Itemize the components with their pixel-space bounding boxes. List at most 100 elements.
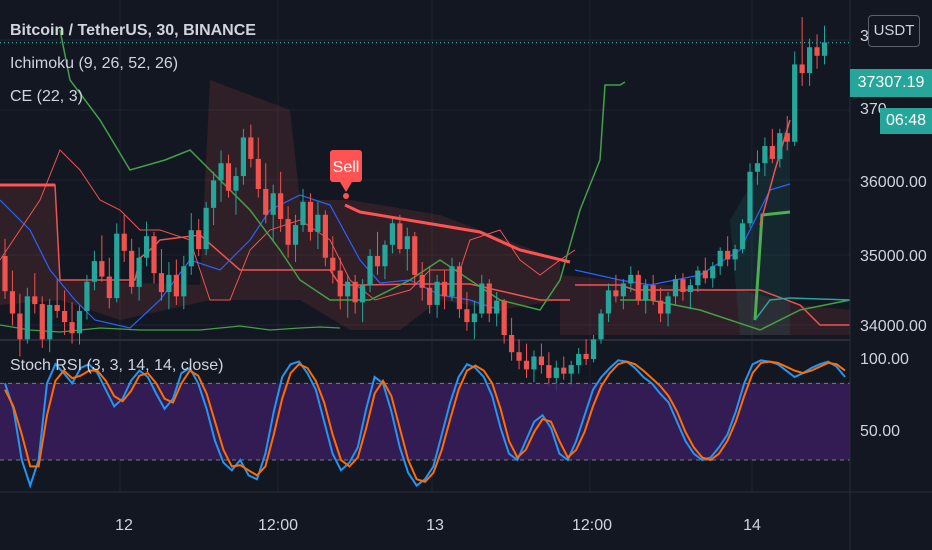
candle-body — [561, 367, 567, 374]
candle-body — [486, 283, 492, 314]
candle-body — [464, 309, 470, 323]
candle-body — [434, 281, 440, 305]
candle-body — [121, 233, 127, 251]
sell-signal-dot — [343, 193, 349, 199]
candle-body — [404, 236, 410, 250]
candle-body — [769, 146, 775, 159]
candle-body — [300, 201, 306, 226]
candle-body — [553, 367, 559, 378]
candle-body — [687, 285, 693, 293]
candle-body — [821, 42, 828, 56]
candle-body — [635, 274, 641, 301]
candle-body — [278, 193, 284, 220]
sell-signal-box — [330, 150, 362, 182]
candle-body — [292, 225, 299, 245]
candle-body — [494, 300, 500, 314]
candle-body — [196, 230, 202, 250]
candle-body — [345, 281, 351, 297]
candle-body — [47, 304, 53, 340]
candle-body — [427, 287, 433, 305]
candle-body — [330, 257, 336, 271]
candle-body — [389, 223, 395, 245]
stoch-d-line — [4, 360, 846, 483]
time-tick-label: 12:00 — [572, 517, 612, 534]
candle-body — [799, 64, 805, 74]
candle-body — [62, 310, 68, 323]
candle-body — [233, 176, 239, 191]
candle-body — [568, 365, 574, 374]
candle-body — [270, 193, 276, 215]
candle-body — [620, 283, 626, 297]
candle-body — [255, 158, 261, 189]
stoch-tick-label: 100.00 — [860, 351, 909, 368]
candle-body — [173, 274, 179, 297]
candle-body — [360, 285, 366, 303]
candle-body — [39, 304, 45, 340]
candle-body — [211, 180, 217, 208]
candle-body — [419, 274, 425, 288]
candle-body — [628, 274, 634, 284]
candle-body — [285, 219, 291, 245]
sell-signal-pointer — [340, 182, 352, 192]
senkou-a-right — [754, 297, 851, 321]
candle-body — [136, 257, 142, 287]
candle-body — [605, 290, 612, 314]
candle-body — [374, 255, 381, 267]
candle-body — [590, 339, 597, 360]
stoch-rsi-pane — [0, 359, 850, 489]
sell-signal: Sell — [330, 150, 362, 199]
candle-body — [762, 146, 768, 164]
candle-body — [32, 296, 38, 305]
ichimoku-legend[interactable]: Ichimoku (9, 26, 52, 26) — [10, 55, 179, 72]
candle-body — [471, 313, 477, 323]
candle-body — [643, 285, 649, 301]
stoch-rsi-legend[interactable]: Stoch RSI (3, 3, 14, 14, close) — [10, 357, 224, 374]
candle-body — [24, 296, 30, 340]
candle-body — [583, 353, 589, 360]
candle-body — [710, 266, 716, 279]
candle-body — [114, 233, 120, 299]
ce-short-2 — [344, 203, 571, 264]
candle-body — [397, 223, 403, 250]
candle-body — [315, 214, 321, 232]
candle-body — [91, 261, 97, 282]
candle-body — [665, 296, 671, 314]
candle-body — [807, 47, 813, 74]
candle-body — [188, 230, 194, 267]
countdown-tag: 06:48 — [880, 108, 932, 134]
candle-body — [777, 133, 783, 159]
cloud-bearish-right — [560, 275, 850, 335]
candle-body — [218, 163, 224, 181]
ichimoku-cloud — [0, 80, 850, 335]
candle-body — [516, 352, 522, 361]
candle-body — [702, 270, 708, 279]
candle-body — [240, 137, 246, 177]
candle-body — [784, 133, 790, 142]
candle-body — [672, 279, 679, 297]
candle-body — [650, 285, 656, 301]
candlestick-series — [0, 17, 850, 391]
ce-legend[interactable]: CE (22, 3) — [10, 88, 83, 105]
symbol-title[interactable]: Bitcoin / TetherUS, 30, BINANCE — [10, 22, 256, 39]
candle-body — [248, 137, 254, 159]
price-tick-label-partial: 3 — [860, 28, 869, 45]
candle-body — [158, 273, 165, 293]
candle-body — [754, 163, 761, 172]
candle-body — [76, 310, 83, 334]
candle-body — [739, 223, 746, 250]
candle-body — [181, 266, 187, 297]
candle-body — [382, 244, 388, 267]
candle-body — [732, 249, 738, 260]
candle-body — [717, 250, 723, 267]
last-price-tag: 37307.19 — [850, 69, 932, 97]
currency-button[interactable]: USDT — [868, 15, 920, 47]
time-axis-bg — [0, 492, 932, 550]
candle-body — [449, 266, 455, 297]
candle-body — [598, 313, 604, 340]
candle-body — [84, 281, 90, 311]
candle-body — [166, 274, 172, 293]
candle-body — [367, 255, 373, 286]
candle-body — [225, 163, 232, 191]
